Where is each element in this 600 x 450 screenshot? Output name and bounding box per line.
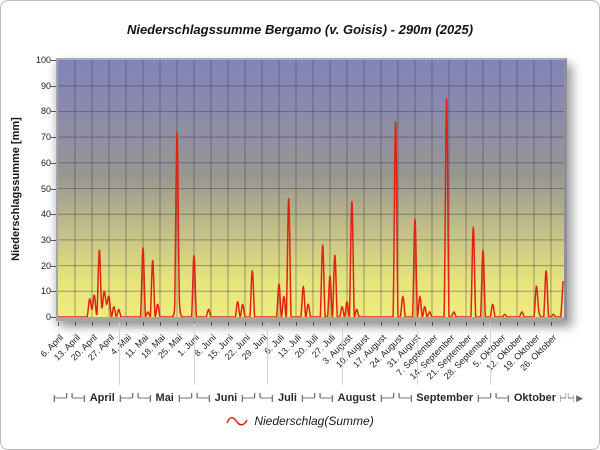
legend-label: Niederschlag(Summe) <box>254 414 374 428</box>
month-label: Oktober <box>513 392 557 404</box>
chart-title: Niederschlagssumme Bergamo (v. Goisis) -… <box>126 22 474 37</box>
y-tick-mark <box>51 85 56 87</box>
y-tick-label: 0 <box>45 312 51 322</box>
x-tick-mark <box>398 322 399 326</box>
month-boundary-line <box>194 323 195 385</box>
month-boundary-line <box>490 323 492 385</box>
y-tick-label: 100 <box>35 55 51 65</box>
x-tick-mark <box>177 322 178 326</box>
x-tick-mark <box>534 322 535 326</box>
x-tick-mark <box>432 322 433 326</box>
month-label: Juni <box>214 392 238 404</box>
month-label: Juli <box>277 392 297 404</box>
month-bracket <box>301 391 334 405</box>
y-tick-mark <box>51 214 56 216</box>
month-boundary-line <box>118 323 120 385</box>
precipitation-line <box>58 97 564 317</box>
x-tick-mark <box>262 322 263 326</box>
x-tick-mark <box>58 322 59 326</box>
month-label: August <box>337 392 376 404</box>
legend-line-icon <box>226 416 248 426</box>
y-tick-label: 50 <box>40 183 51 194</box>
y-tick-mark <box>51 291 56 293</box>
y-tick-label: 30 <box>40 234 51 245</box>
x-tick-mark <box>109 322 110 326</box>
y-tick-mark <box>51 188 56 190</box>
x-tick-mark <box>211 322 212 326</box>
x-tick-mark <box>75 322 76 326</box>
x-tick-mark <box>228 322 229 326</box>
month-boundary-line <box>266 323 268 385</box>
x-tick-mark <box>415 322 416 326</box>
x-tick-mark <box>313 322 314 326</box>
y-tick-mark <box>51 265 56 267</box>
x-tick-mark <box>517 322 518 326</box>
month-bracket <box>380 391 413 405</box>
month-label: September <box>416 392 474 404</box>
x-tick-mark <box>483 322 484 326</box>
x-tick-mark <box>466 322 467 326</box>
y-tick-label: 90 <box>40 80 51 91</box>
y-tick-label: 80 <box>40 106 51 117</box>
x-tick-mark <box>364 322 365 326</box>
y-tick-mark <box>51 60 56 61</box>
month-scroll-arrow: ▶ <box>576 392 583 403</box>
month-band: April Mai Juni Juli August September Oktober ▶ <box>53 390 583 406</box>
y-tick-mark <box>51 239 56 241</box>
y-tick-mark <box>51 137 56 139</box>
x-tick-mark <box>330 322 331 326</box>
x-tick-mark <box>500 322 501 326</box>
month-boundary-line <box>417 323 419 385</box>
y-tick-label: 20 <box>40 260 51 271</box>
x-tick-mark <box>381 322 382 326</box>
x-tick-mark <box>245 322 246 326</box>
y-tick-label: 60 <box>40 157 51 168</box>
month-bracket <box>53 391 86 405</box>
grid-lines <box>58 60 564 317</box>
plot-area <box>56 58 567 321</box>
y-tick-label: 10 <box>40 286 51 297</box>
x-tick-mark <box>160 322 161 326</box>
legend: Niederschlag(Summe) <box>1 414 599 428</box>
x-tick-mark <box>551 322 552 326</box>
month-label: April <box>89 392 115 404</box>
month-bracket <box>241 391 274 405</box>
y-tick-label: 40 <box>40 209 51 220</box>
y-tick-mark <box>51 317 56 318</box>
month-bracket <box>119 391 152 405</box>
y-tick-mark <box>51 162 56 164</box>
month-label: Mai <box>155 392 174 404</box>
month-bracket <box>178 391 211 405</box>
month-boundary-line <box>342 323 344 385</box>
x-tick-mark <box>126 322 127 326</box>
x-tick-mark <box>296 322 297 326</box>
x-tick-mark <box>143 322 144 326</box>
y-tick-label: 70 <box>40 132 51 143</box>
month-bracket <box>560 391 574 405</box>
x-tick-mark <box>92 322 93 326</box>
x-tick-mark <box>449 322 450 326</box>
y-tick-mark <box>51 111 56 113</box>
x-tick-mark <box>347 322 348 326</box>
month-bracket <box>477 391 510 405</box>
x-tick-mark <box>279 322 280 326</box>
